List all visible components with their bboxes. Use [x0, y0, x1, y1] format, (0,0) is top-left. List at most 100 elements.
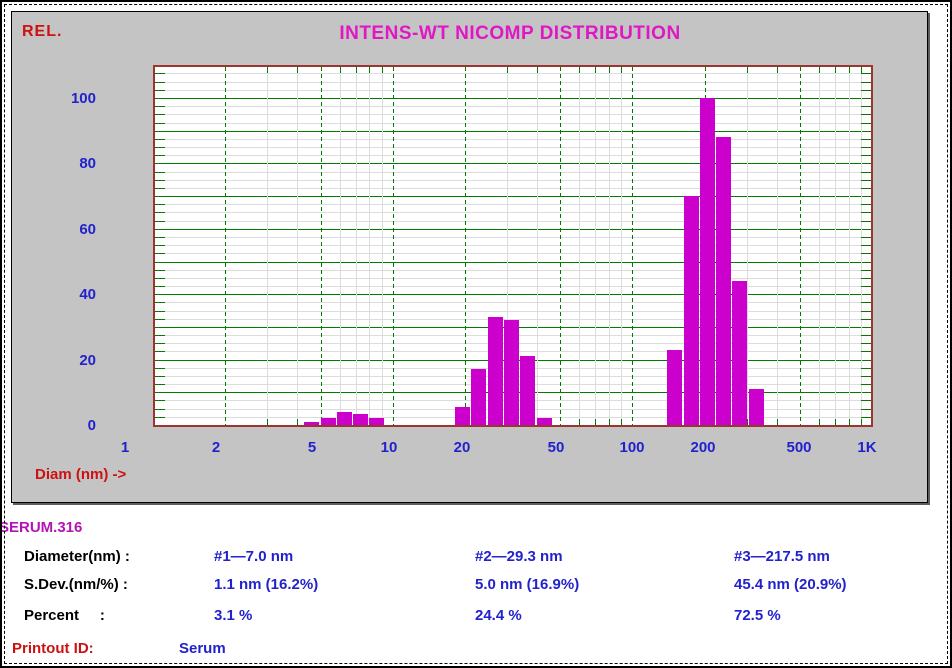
gridline-minor-v	[747, 67, 748, 425]
y-minor-tick	[861, 139, 871, 140]
y-minor-tick	[155, 221, 165, 222]
table-row-sdev: S.Dev.(nm/%) : 1.1 nm (16.2%) 5.0 nm (16…	[2, 576, 950, 593]
x-minor-tick	[849, 419, 850, 425]
x-minor-tick	[340, 67, 341, 73]
row-label: Percent :	[24, 607, 105, 624]
y-minor-tick	[155, 114, 165, 115]
y-minor-tick	[155, 376, 165, 377]
y-minor-tick	[861, 188, 871, 189]
gridline-minor-h	[155, 139, 871, 140]
x-minor-tick	[621, 67, 622, 73]
y-minor-tick	[861, 335, 871, 336]
y-minor-tick	[155, 400, 165, 401]
x-minor-tick	[267, 67, 268, 73]
x-minor-tick	[297, 419, 298, 425]
gridline-major-v	[800, 67, 801, 425]
x-minor-tick	[507, 67, 508, 73]
y-minor-tick	[155, 311, 165, 312]
x-minor-tick	[849, 67, 850, 73]
sdev-peak1: 1.1 nm (16.2%)	[214, 576, 319, 593]
gridline-minor-v	[369, 67, 370, 425]
gridline-minor-h	[155, 278, 871, 279]
gridline-major-v	[321, 67, 322, 425]
gridline-minor-v	[382, 67, 383, 425]
y-minor-tick	[155, 245, 165, 246]
gridline-minor-v	[297, 67, 298, 425]
x-minor-tick	[777, 67, 778, 73]
gridline-minor-h	[155, 123, 871, 124]
y-minor-tick	[861, 343, 871, 344]
y-minor-tick	[155, 82, 165, 83]
gridline-minor-h	[155, 90, 871, 91]
gridline-minor-h	[155, 253, 871, 254]
y-minor-tick	[155, 172, 165, 173]
gridline-minor-h	[155, 286, 871, 287]
x-minor-tick	[861, 419, 862, 425]
y-minor-tick	[155, 139, 165, 140]
y-minor-tick	[861, 221, 871, 222]
gridline-minor-v	[579, 67, 580, 425]
y-minor-tick	[155, 212, 165, 213]
histogram-bar	[321, 418, 336, 425]
y-minor-tick	[861, 286, 871, 287]
gridline-minor-v	[340, 67, 341, 425]
y-minor-tick	[155, 253, 165, 254]
y-minor-tick	[155, 286, 165, 287]
y-minor-tick	[155, 180, 165, 181]
gridline-major-h	[155, 196, 871, 197]
gridline-minor-v	[507, 67, 508, 425]
gridline-major-v	[560, 67, 561, 425]
row-label: S.Dev.(nm/%) :	[24, 576, 128, 593]
x-minor-tick	[819, 419, 820, 425]
y-minor-tick	[155, 409, 165, 410]
gridline-minor-h	[155, 155, 871, 156]
y-tick-label: 60	[79, 221, 96, 238]
y-minor-tick	[155, 155, 165, 156]
histogram-bar	[716, 137, 731, 425]
y-minor-tick	[155, 73, 165, 74]
y-minor-tick	[861, 278, 871, 279]
table-row-percent: Percent : 3.1 % 24.4 % 72.5 %	[2, 607, 950, 624]
row-label: Diameter(nm) :	[24, 548, 130, 565]
x-minor-tick	[835, 67, 836, 73]
y-minor-tick	[155, 278, 165, 279]
chart-panel: REL. INTENS-WT NICOMP DISTRIBUTION 100 80…	[11, 11, 928, 503]
y-minor-tick	[155, 204, 165, 205]
diameter-peak3: #3—217.5 nm	[734, 548, 830, 565]
x-minor-tick	[369, 67, 370, 73]
gridline-major-v	[393, 67, 394, 425]
histogram-bar	[667, 350, 682, 425]
gridline-major-h	[155, 98, 871, 99]
gridline-minor-h	[155, 270, 871, 271]
histogram-bar	[353, 414, 368, 425]
gridline-minor-h	[155, 114, 871, 115]
chart-title: INTENS-WT NICOMP DISTRIBUTION	[339, 23, 681, 44]
y-tick-label: 20	[79, 352, 96, 369]
diameter-peak2: #2—29.3 nm	[475, 548, 563, 565]
y-minor-tick	[155, 270, 165, 271]
y-minor-tick	[861, 302, 871, 303]
sdev-peak3: 45.4 nm (20.9%)	[734, 576, 847, 593]
gridline-minor-h	[155, 172, 871, 173]
sample-id: SERUM.316	[0, 519, 83, 536]
x-tick-label: 1K	[857, 439, 877, 456]
y-minor-tick	[155, 319, 165, 320]
histogram-bar	[749, 389, 764, 425]
gridline-minor-h	[155, 302, 871, 303]
y-minor-tick	[861, 311, 871, 312]
y-minor-tick	[861, 172, 871, 173]
x-minor-tick	[579, 419, 580, 425]
y-minor-tick	[861, 106, 871, 107]
gridline-major-h	[155, 229, 871, 230]
y-tick-label: 80	[79, 155, 96, 172]
gridline-minor-v	[819, 67, 820, 425]
x-tick-label: 5	[307, 439, 317, 456]
y-minor-tick	[861, 319, 871, 320]
x-minor-tick	[595, 67, 596, 73]
x-minor-tick	[609, 67, 610, 73]
y-minor-tick	[155, 302, 165, 303]
gridline-minor-h	[155, 237, 871, 238]
y-minor-tick	[861, 90, 871, 91]
gridline-major-h	[155, 163, 871, 164]
histogram-bar	[700, 98, 715, 425]
